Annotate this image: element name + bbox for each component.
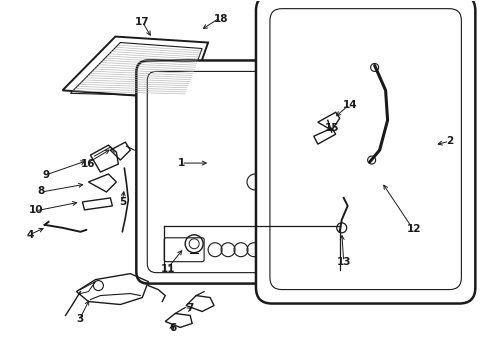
Text: 12: 12 [406,225,421,234]
FancyBboxPatch shape [256,0,475,303]
Text: 8: 8 [38,186,45,197]
Text: 9: 9 [42,170,49,180]
Circle shape [368,156,376,164]
Polygon shape [63,37,208,99]
Text: 18: 18 [213,14,228,24]
Text: 1: 1 [178,158,185,168]
Text: 14: 14 [343,100,357,110]
FancyBboxPatch shape [164,238,204,262]
Text: 7: 7 [187,303,194,314]
Text: 2: 2 [446,136,454,145]
Text: 15: 15 [325,123,339,133]
Text: 3: 3 [76,314,83,324]
Circle shape [370,63,379,71]
Text: 16: 16 [80,159,95,169]
Circle shape [337,223,347,233]
FancyBboxPatch shape [260,238,292,262]
Text: 5: 5 [119,197,126,207]
Text: 17: 17 [135,17,150,27]
Text: 6: 6 [169,323,176,333]
Text: 10: 10 [28,206,43,216]
FancyBboxPatch shape [136,60,367,284]
Text: 13: 13 [337,257,351,267]
Text: 11: 11 [161,264,175,274]
Text: 4: 4 [26,230,34,239]
